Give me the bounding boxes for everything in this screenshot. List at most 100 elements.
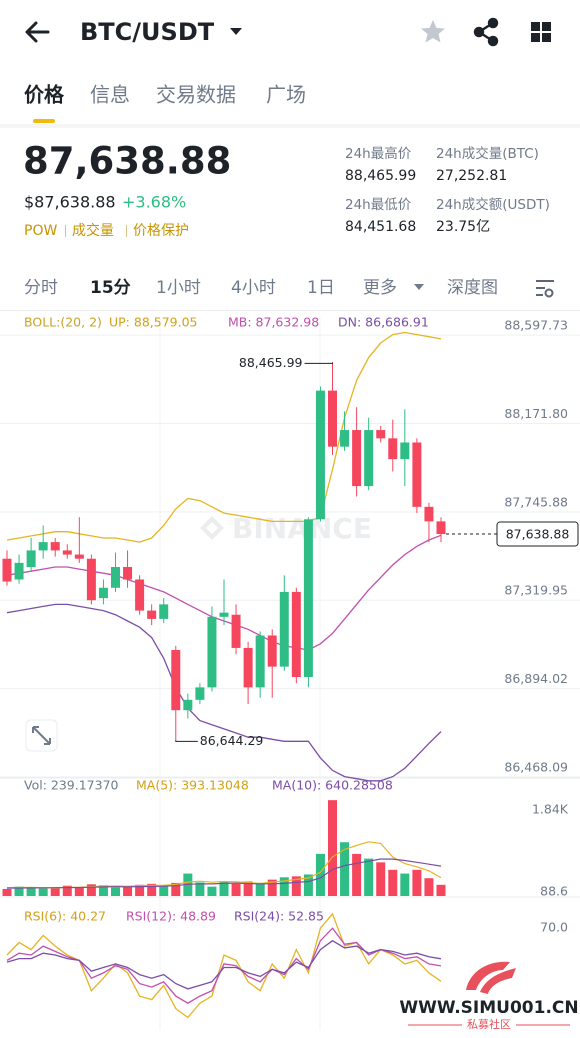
- volume-bar: [303, 874, 313, 896]
- candle-body: [315, 390, 325, 520]
- volume-bar: [2, 888, 12, 896]
- interval[interactable]: 更多: [363, 278, 397, 298]
- volume-bar: [328, 800, 337, 896]
- candle-body: [183, 699, 193, 711]
- interval[interactable]: 分时: [24, 278, 58, 298]
- candle-body: [219, 612, 229, 617]
- max-leader: [304, 362, 333, 364]
- candle-body: [195, 687, 205, 700]
- pair-dropdown[interactable]: [230, 28, 242, 35]
- interval[interactable]: 1小时: [156, 278, 201, 298]
- candle-body: [111, 567, 120, 588]
- tab[interactable]: 价格: [24, 83, 65, 107]
- candle-body: [412, 442, 422, 507]
- vol-tick-label: 1.84K: [532, 801, 569, 816]
- candle-body: [171, 650, 181, 711]
- candle-body: [364, 430, 374, 487]
- volume-bar: [26, 887, 36, 896]
- tag: POW: [24, 223, 57, 239]
- tab[interactable]: 信息: [90, 83, 130, 107]
- last-price-tag: [496, 521, 579, 547]
- candle-body: [147, 610, 157, 619]
- interval[interactable]: 15分: [90, 278, 131, 298]
- stat-value: 23.75亿: [436, 219, 490, 235]
- legend-entry: RSI(6): 40.27: [24, 909, 106, 924]
- brand-watermark: BINANCE: [200, 512, 372, 545]
- kline-chart: 88,597.73 88,171.80 87,745.88 87,319.95 86,8…: [0, 315, 580, 1030]
- depth-tab[interactable]: 深度图: [447, 278, 498, 298]
- candle-body: [255, 635, 265, 688]
- volume-bar: [111, 887, 120, 896]
- candle-body: [291, 591, 301, 677]
- more-dropdown: [414, 284, 424, 290]
- share-lines: [476, 21, 494, 43]
- volume-bar: [74, 887, 84, 896]
- interval[interactable]: 4小时: [231, 278, 276, 298]
- layout-button[interactable]: [531, 22, 551, 42]
- rsi-line: [6, 927, 442, 1004]
- volume-bar: [147, 883, 157, 896]
- tag-separator: [65, 225, 66, 237]
- indicator-settings[interactable]: [536, 280, 554, 298]
- volume-bar: [243, 881, 253, 896]
- volume-bar: [412, 869, 422, 896]
- candle-body: [424, 506, 434, 522]
- legend-entry: MA(5): 393.13048: [136, 778, 249, 793]
- interval[interactable]: 1日: [307, 278, 335, 298]
- stat-label: 24h成交额(USDT): [436, 196, 550, 213]
- volume-bar: [400, 873, 410, 896]
- tag-separator: [126, 225, 127, 237]
- volume-bar: [207, 886, 217, 896]
- legend-entry: UP: 88,579.05: [109, 315, 198, 330]
- volume-bar: [219, 881, 229, 896]
- candle-body: [50, 542, 60, 551]
- pair-title[interactable]: BTC/USDT: [80, 18, 215, 46]
- expand-button[interactable]: [25, 719, 58, 752]
- share-button[interactable]: [473, 17, 499, 47]
- brand-logo: [200, 516, 224, 540]
- divider: [0, 310, 580, 311]
- tag: 价格保护: [133, 223, 189, 239]
- volume-bar: [171, 882, 181, 896]
- last-price: 87,638.88: [23, 140, 231, 183]
- volume-bar: [159, 885, 169, 896]
- stat-value: 88,465.99: [345, 168, 416, 184]
- y-tick-label: 86,894.02: [504, 671, 568, 686]
- candle-body: [340, 430, 350, 447]
- y-tick-label: 87,319.95: [504, 583, 568, 598]
- max-label: 88,465.99: [239, 355, 303, 370]
- candle-body: [207, 616, 217, 688]
- candle-body: [135, 579, 145, 611]
- stat-value: 84,451.68: [345, 219, 416, 235]
- price-change: +3.68%: [122, 193, 186, 212]
- site-watermark: WWW.SIMU001.CN 私募社区: [399, 961, 579, 1031]
- back-button[interactable]: [25, 21, 50, 43]
- volume-bar: [50, 888, 60, 896]
- candle-body: [26, 550, 36, 568]
- stat-label: 24h最低价: [345, 197, 412, 213]
- volume-bar: [436, 884, 446, 896]
- volume-ma: [6, 841, 442, 889]
- site-url: WWW.SIMU001.CN: [399, 998, 578, 1018]
- y-tick-label: 88,171.80: [504, 406, 568, 421]
- volume-bar: [376, 862, 386, 896]
- volume-bar: [14, 886, 24, 896]
- volume-bar: [340, 842, 350, 896]
- interval-bar: 分时 15分 1小时 4小时 1日 更多 深度图: [24, 278, 498, 298]
- favorite-star[interactable]: [421, 20, 445, 43]
- stat-label: 24h最高价: [345, 145, 412, 162]
- legend-entry: MA(10): 640.28508: [272, 778, 393, 793]
- y-tick-label: 87,745.88: [504, 494, 568, 509]
- candle-body: [267, 635, 277, 667]
- rsi-line: [6, 939, 442, 990]
- volume-bar: [279, 877, 289, 896]
- tab[interactable]: 广场: [266, 83, 306, 107]
- stat-value: 27,252.81: [436, 168, 507, 184]
- boll-line: [6, 603, 442, 782]
- boll-line: [6, 331, 442, 543]
- rsi-line: [6, 912, 442, 1019]
- volume-bar: [424, 878, 434, 896]
- tab[interactable]: 交易数据: [156, 83, 236, 107]
- y-tick-label: 86,468.09: [504, 760, 568, 775]
